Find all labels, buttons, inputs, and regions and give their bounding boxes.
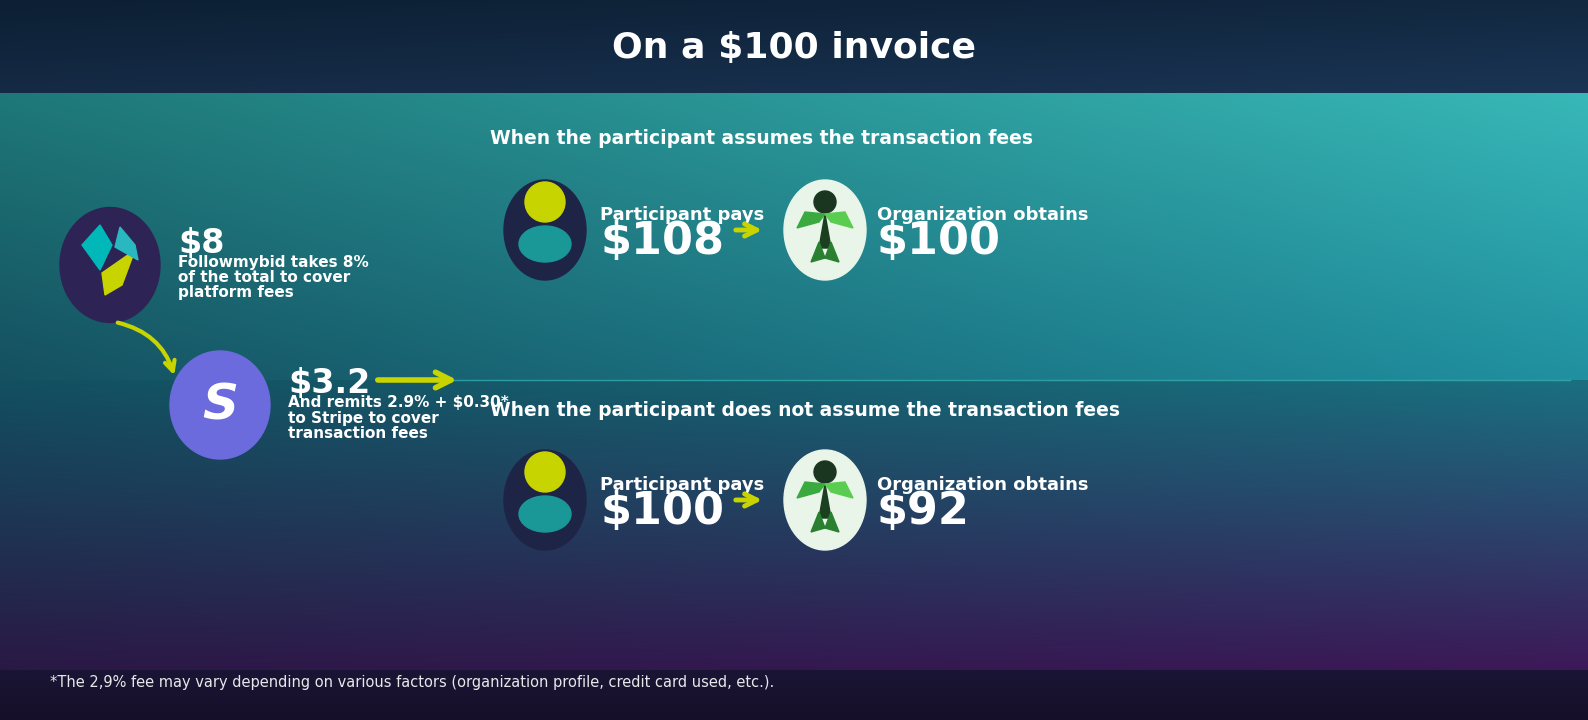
Text: $3.2: $3.2 (287, 366, 370, 400)
Text: When the participant does not assume the transaction fees: When the participant does not assume the… (491, 400, 1120, 420)
Circle shape (526, 452, 565, 492)
Text: $100: $100 (600, 490, 724, 534)
Ellipse shape (519, 226, 572, 262)
Text: *The 2,9% fee may vary depending on various factors (organization profile, credi: *The 2,9% fee may vary depending on vari… (49, 675, 775, 690)
Circle shape (526, 182, 565, 222)
Ellipse shape (784, 450, 865, 550)
Polygon shape (826, 242, 838, 262)
Text: $100: $100 (877, 220, 1000, 264)
Text: And remits 2.9% + $0.30*: And remits 2.9% + $0.30* (287, 395, 508, 410)
Polygon shape (819, 484, 831, 518)
Polygon shape (102, 250, 135, 295)
Polygon shape (797, 482, 826, 498)
Text: Participant pays: Participant pays (600, 206, 764, 224)
Text: of the total to cover: of the total to cover (178, 271, 351, 286)
Text: When the participant assumes the transaction fees: When the participant assumes the transac… (491, 128, 1034, 148)
Text: transaction fees: transaction fees (287, 426, 427, 441)
Text: On a $100 invoice: On a $100 invoice (611, 31, 977, 65)
Text: $108: $108 (600, 220, 724, 264)
Ellipse shape (503, 180, 586, 280)
Ellipse shape (60, 207, 160, 323)
Text: Organization obtains: Organization obtains (877, 206, 1088, 224)
Ellipse shape (503, 450, 586, 550)
Text: $8: $8 (178, 227, 224, 259)
Text: Followmybid takes 8%: Followmybid takes 8% (178, 254, 368, 269)
Polygon shape (826, 482, 853, 498)
Text: $92: $92 (877, 490, 970, 534)
Polygon shape (819, 214, 831, 248)
Polygon shape (797, 212, 826, 228)
Ellipse shape (170, 351, 270, 459)
Text: to Stripe to cover: to Stripe to cover (287, 410, 438, 426)
Circle shape (815, 191, 835, 213)
Polygon shape (826, 512, 838, 532)
Text: Organization obtains: Organization obtains (877, 476, 1088, 494)
Text: S: S (202, 381, 238, 429)
Circle shape (815, 461, 835, 483)
Text: Participant pays: Participant pays (600, 476, 764, 494)
Polygon shape (811, 242, 826, 262)
Polygon shape (826, 212, 853, 228)
Polygon shape (114, 227, 138, 260)
Text: platform fees: platform fees (178, 286, 294, 300)
Polygon shape (83, 225, 113, 270)
Polygon shape (811, 512, 826, 532)
Ellipse shape (784, 180, 865, 280)
Ellipse shape (519, 496, 572, 532)
